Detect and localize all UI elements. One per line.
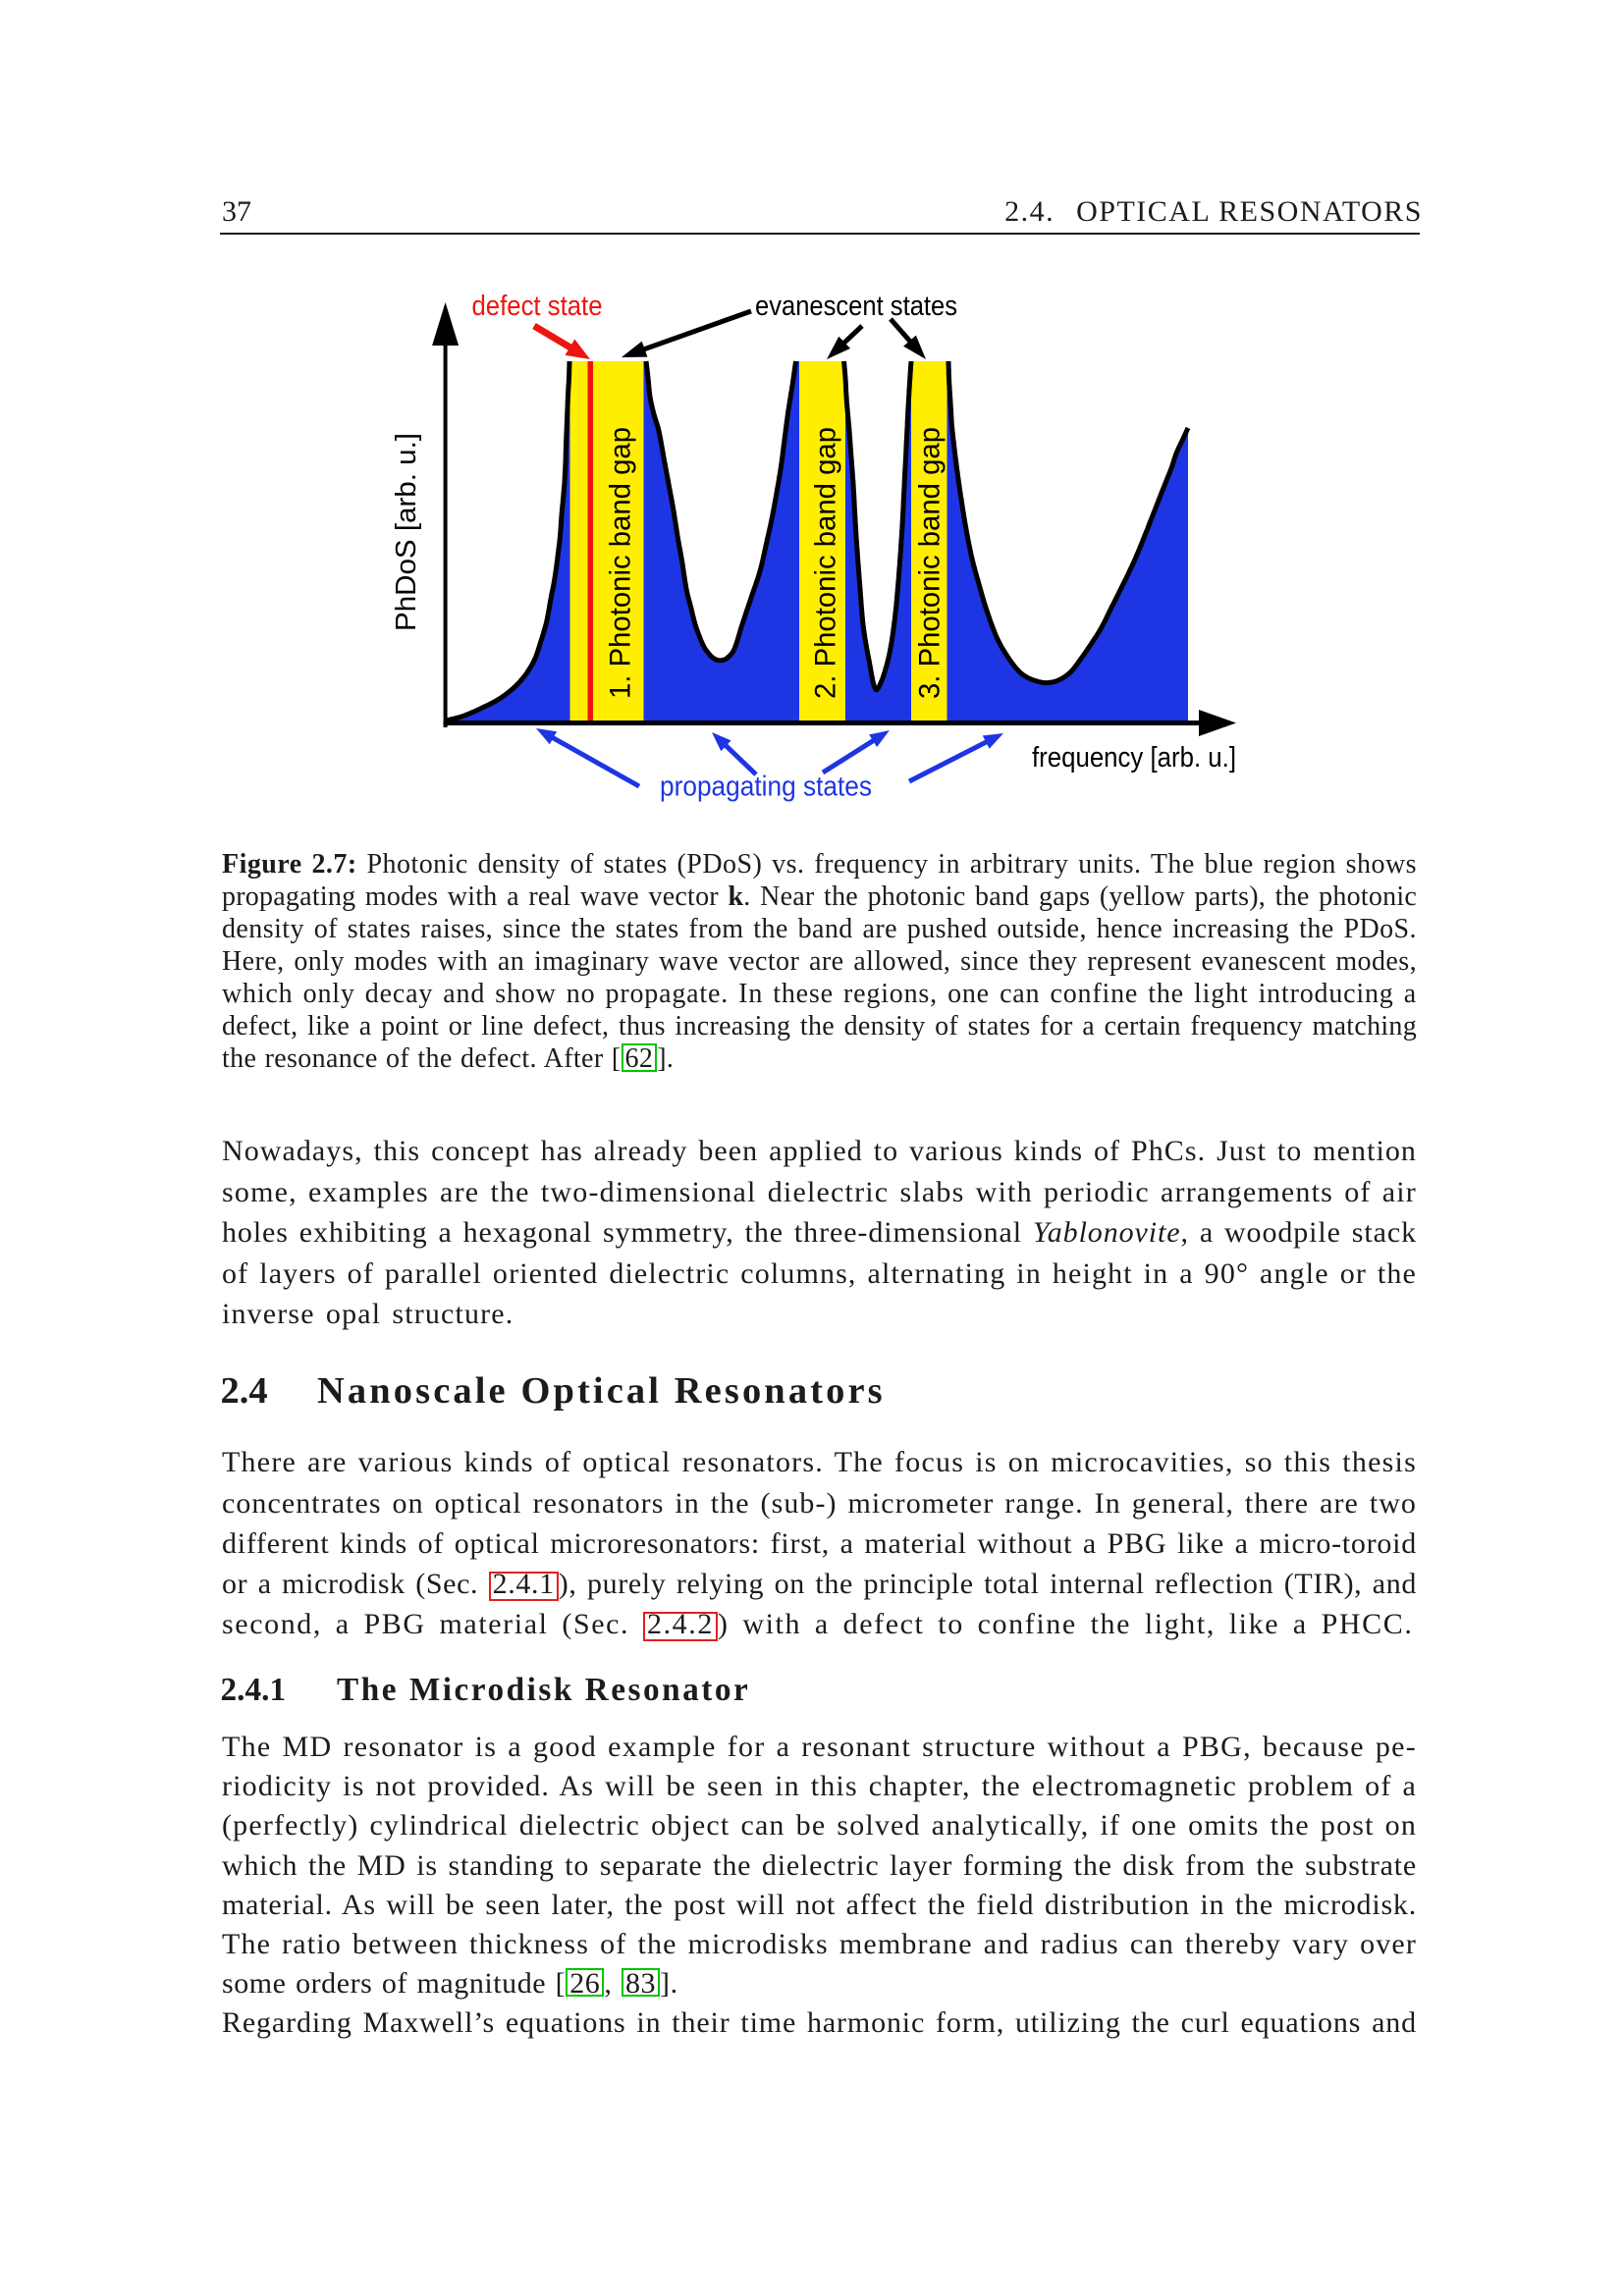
svg-text:1. Photonic band gap: 1. Photonic band gap bbox=[605, 427, 637, 699]
svg-text:PhDoS [arb. u.]: PhDoS [arb. u.] bbox=[391, 433, 422, 631]
svg-text:propagating states: propagating states bbox=[660, 772, 872, 803]
svg-text:2. Photonic band gap: 2. Photonic band gap bbox=[810, 427, 842, 699]
svg-text:3. Photonic band gap: 3. Photonic band gap bbox=[914, 427, 947, 699]
svg-text:defect state: defect state bbox=[472, 291, 603, 322]
svg-text:frequency [arb. u.]: frequency [arb. u.] bbox=[1032, 742, 1236, 774]
svg-text:evanescent states: evanescent states bbox=[755, 291, 957, 322]
